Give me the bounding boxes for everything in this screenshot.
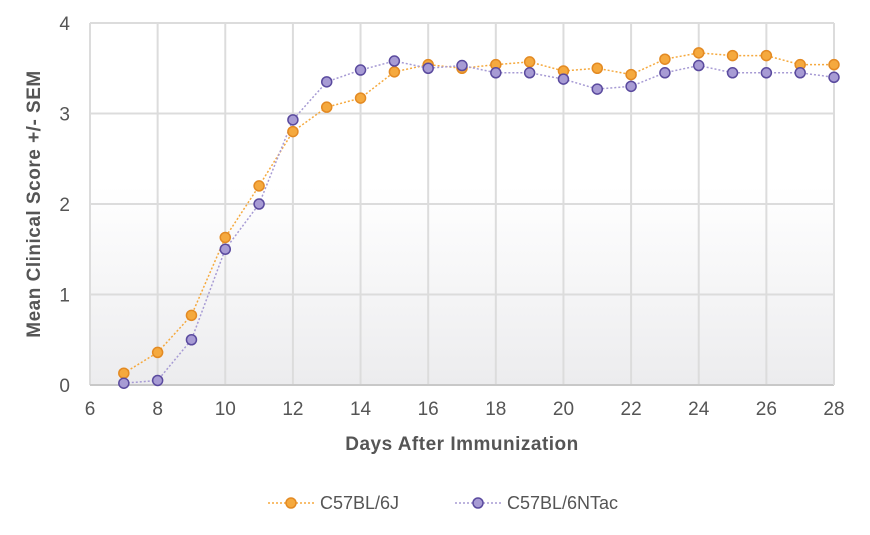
x-tick-label: 16 <box>418 399 439 420</box>
y-tick-label: 0 <box>59 376 70 397</box>
series-line-0 <box>123 52 834 374</box>
data-point-0 <box>253 180 265 192</box>
data-point-1 <box>557 73 570 85</box>
data-point-1 <box>118 377 130 389</box>
data-point-1 <box>354 64 367 76</box>
data-point-1 <box>320 76 333 88</box>
x-tick-label: 12 <box>282 399 303 420</box>
legend-marker <box>285 497 297 509</box>
data-point-0 <box>287 125 299 138</box>
legend-item: C57BL/6NTac <box>455 493 618 513</box>
legend-label: C57BL/6J <box>320 493 399 513</box>
x-tick-label: 6 <box>85 399 96 420</box>
data-point-1 <box>523 67 536 79</box>
data-point-0 <box>760 49 773 62</box>
x-tick-label: 26 <box>756 399 777 420</box>
legend-item: C57BL/6J <box>268 493 399 513</box>
data-point-0 <box>388 66 401 78</box>
data-point-0 <box>185 309 198 322</box>
legend-label: C57BL/6NTac <box>507 493 618 513</box>
x-tick-label: 22 <box>621 399 642 420</box>
legend-marker <box>472 497 484 509</box>
data-point-1 <box>151 374 164 387</box>
data-point-1 <box>287 114 299 126</box>
y-tick-label: 1 <box>59 286 70 307</box>
data-point-1 <box>253 198 265 210</box>
data-point-1 <box>422 62 434 74</box>
data-point-0 <box>523 56 536 68</box>
data-point-1 <box>828 71 840 84</box>
y-tick-label: 4 <box>59 14 70 35</box>
data-point-0 <box>118 367 130 379</box>
x-axis-label: Days After Immunization <box>345 434 579 455</box>
data-point-0 <box>219 231 232 244</box>
data-point-1 <box>219 243 232 255</box>
data-point-1 <box>692 59 705 72</box>
x-tick-label: 8 <box>152 399 163 420</box>
data-point-0 <box>659 53 671 65</box>
data-point-1 <box>794 67 806 79</box>
x-tick-label: 28 <box>823 399 844 420</box>
data-point-1 <box>760 67 773 79</box>
y-tick-label: 3 <box>59 105 70 126</box>
data-point-1 <box>659 67 671 79</box>
data-point-0 <box>591 62 604 74</box>
data-point-0 <box>320 101 333 113</box>
data-point-1 <box>726 67 739 79</box>
data-point-0 <box>692 47 705 59</box>
y-tick-label: 2 <box>59 195 70 216</box>
series-line-1 <box>123 60 835 384</box>
data-point-1 <box>490 67 502 79</box>
data-point-0 <box>726 49 739 62</box>
data-point-1 <box>625 80 637 93</box>
x-tick-label: 18 <box>485 399 506 420</box>
x-tick-label: 10 <box>215 399 236 420</box>
data-point-1 <box>185 334 198 346</box>
data-point-0 <box>354 92 367 104</box>
x-tick-label: 20 <box>553 399 574 420</box>
data-point-1 <box>456 59 468 72</box>
data-point-1 <box>591 83 604 95</box>
data-point-0 <box>828 58 840 71</box>
data-point-0 <box>625 68 637 81</box>
data-point-0 <box>151 346 164 359</box>
x-tick-label: 24 <box>688 399 710 420</box>
data-point-1 <box>388 55 401 67</box>
y-axis-label: Mean Clinical Score +/- SEM <box>24 70 45 337</box>
x-tick-label: 14 <box>350 399 372 420</box>
